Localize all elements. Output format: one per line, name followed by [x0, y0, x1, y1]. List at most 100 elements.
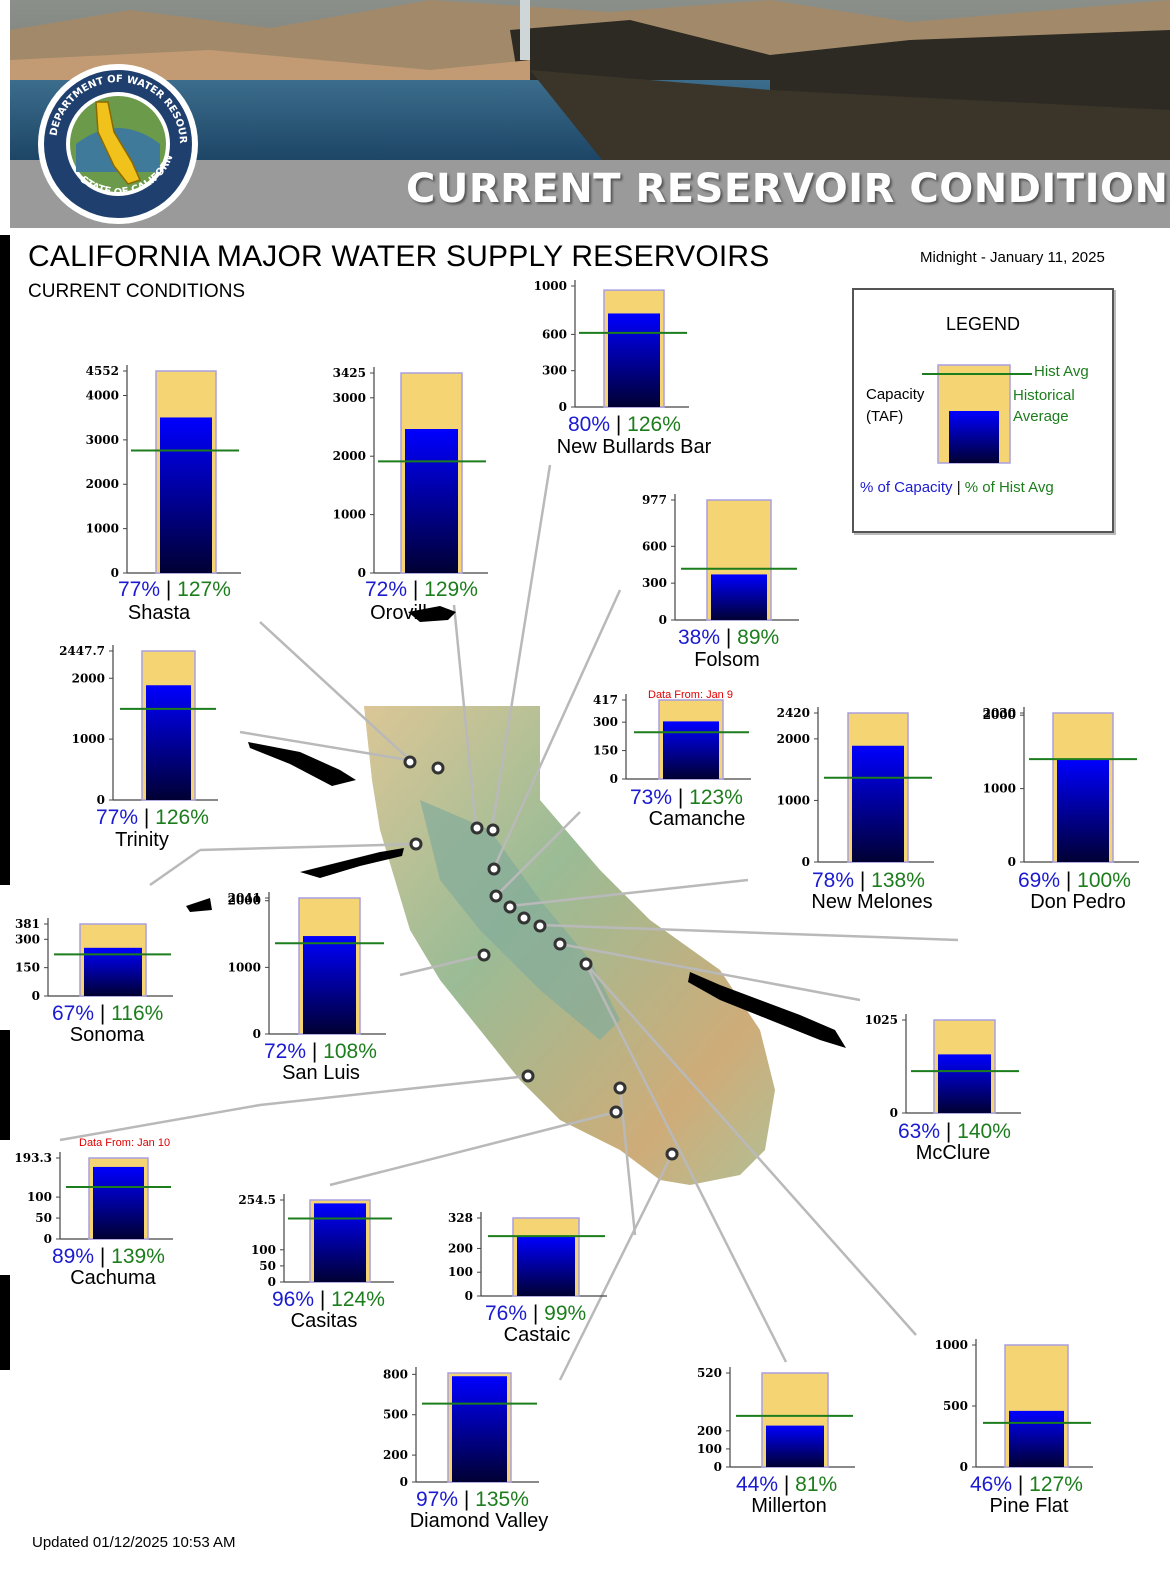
- new-melones-tick-label: 2000: [777, 732, 810, 746]
- new-bullards-bar-tick-label: 300: [542, 364, 567, 378]
- folsom-tick-label: 977: [642, 493, 667, 507]
- legend-hist-avg-short: Hist Avg: [1034, 363, 1089, 380]
- left-edge-bar: [0, 235, 10, 885]
- legend-capacity-unit: (TAF): [866, 408, 904, 425]
- diamond-valley-pct-capacity: 97%: [416, 1488, 459, 1511]
- page-title: CALIFORNIA MAJOR WATER SUPPLY RESERVOIRS: [28, 240, 770, 273]
- diamond-valley-storage-bar: [452, 1376, 507, 1482]
- cachuma-pct-separator: |: [94, 1245, 112, 1268]
- new-melones-tick-label: 1000: [777, 793, 810, 807]
- castaic-tick-label: 200: [448, 1241, 473, 1255]
- report-date: Midnight - January 11, 2025: [920, 249, 1105, 266]
- legend-pct-capacity: % of Capacity: [860, 479, 953, 496]
- shasta-tick-label: 4552: [86, 364, 119, 378]
- shasta-pct-separator: |: [160, 578, 178, 601]
- camanche-tick-label: 0: [610, 772, 618, 786]
- oroville-pct-separator: |: [407, 578, 425, 601]
- new-melones-name: New Melones: [811, 891, 933, 913]
- sonoma-pct-separator: |: [94, 1002, 112, 1025]
- cachuma-tick-label: 50: [35, 1211, 52, 1225]
- millerton-tick-label: 0: [714, 1460, 722, 1474]
- new-bullards-bar-percentages: 80% | 126%: [568, 413, 681, 437]
- shasta-storage-bar: [160, 417, 212, 573]
- pine-flat-tick-label: 0: [960, 1460, 968, 1474]
- mcclure-name: McClure: [915, 1142, 991, 1164]
- folsom-name: Folsom: [694, 649, 760, 671]
- left-edge-bar: [0, 1030, 10, 1140]
- san-luis-pct-capacity: 72%: [264, 1040, 307, 1063]
- trinity-tick-label: 0: [97, 793, 105, 807]
- trinity-percentages: 77% | 126%: [96, 806, 209, 830]
- diamond-valley-tick-label: 0: [400, 1475, 408, 1489]
- casitas-tick-label: 0: [268, 1275, 276, 1289]
- trinity-pct-hist-avg: 126%: [155, 806, 209, 829]
- millerton-pct-hist-avg: 81%: [795, 1473, 838, 1496]
- new-bullards-bar-pct-separator: |: [610, 413, 628, 436]
- mcclure-storage-bar: [938, 1054, 991, 1113]
- new-melones-pct-separator: |: [854, 869, 872, 892]
- casitas-pct-separator: |: [314, 1288, 332, 1311]
- trinity-storage-bar: [146, 685, 191, 800]
- pine-flat-pct-hist-avg: 127%: [1029, 1473, 1083, 1496]
- camanche-data-note: Data From: Jan 9: [648, 689, 733, 701]
- casitas-storage-bar: [314, 1203, 366, 1282]
- castaic-tick-label: 0: [465, 1289, 473, 1303]
- millerton-tick-label: 200: [697, 1424, 722, 1438]
- castaic-name: Castaic: [503, 1324, 571, 1346]
- header-banner: [10, 0, 1170, 228]
- camanche-percentages: 73% | 123%: [630, 786, 743, 810]
- mcclure-pct-separator: |: [940, 1120, 958, 1143]
- don-pedro-pct-hist-avg: 100%: [1077, 869, 1131, 892]
- cachuma-percentages: 89% | 139%: [52, 1245, 165, 1269]
- casitas-tick-label: 254.5: [238, 1193, 276, 1207]
- new-bullards-bar-tick-label: 1000: [534, 279, 567, 293]
- camanche-storage-bar: [663, 721, 719, 779]
- new-melones-tick-label: 2420: [777, 706, 810, 720]
- legend-separator: |: [956, 479, 961, 496]
- legend-title: LEGEND: [945, 314, 1021, 334]
- legend: LEGEND Hist Avg Capacity (TAF) Historica…: [852, 288, 1114, 533]
- don-pedro-pct-capacity: 69%: [1018, 869, 1061, 892]
- new-bullards-bar-pct-hist-avg: 126%: [627, 413, 681, 436]
- sonoma-tick-label: 381: [15, 917, 40, 931]
- don-pedro-tick-label: 2030: [983, 706, 1016, 720]
- trinity-pct-capacity: 77%: [96, 806, 139, 829]
- mcclure-percentages: 63% | 140%: [898, 1120, 1011, 1144]
- diamond-valley-tick-label: 800: [383, 1367, 408, 1381]
- millerton-tick-label: 520: [697, 1366, 722, 1380]
- casitas-name: Casitas: [290, 1310, 358, 1332]
- castaic-pct-capacity: 76%: [485, 1302, 528, 1325]
- diamond-valley-tick-label: 200: [383, 1448, 408, 1462]
- trinity-pct-separator: |: [138, 806, 156, 829]
- mcclure-tick-label: 0: [890, 1106, 898, 1120]
- camanche-tick-label: 150: [593, 744, 618, 758]
- castaic-percentages: 76% | 99%: [485, 1302, 586, 1326]
- shasta-percentages: 77% | 127%: [118, 578, 231, 602]
- san-luis-pct-hist-avg: 108%: [323, 1040, 377, 1063]
- cachuma-name: Cachuma: [70, 1267, 156, 1289]
- oroville-tick-label: 1000: [333, 508, 366, 522]
- pine-flat-name: Pine Flat: [989, 1495, 1069, 1517]
- new-melones-percentages: 78% | 138%: [812, 869, 925, 893]
- pine-flat-percentages: 46% | 127%: [970, 1473, 1083, 1497]
- don-pedro-percentages: 69% | 100%: [1018, 869, 1131, 893]
- cachuma-storage-bar: [93, 1166, 144, 1239]
- casitas-pct-hist-avg: 124%: [331, 1288, 385, 1311]
- cachuma-tick-label: 100: [27, 1190, 52, 1204]
- oroville-pct-capacity: 72%: [365, 578, 408, 601]
- trinity-tick-label: 2000: [72, 671, 105, 685]
- diamond-valley-pct-hist-avg: 135%: [475, 1488, 529, 1511]
- new-bullards-bar-tick-label: 600: [542, 327, 567, 341]
- mcclure-pct-capacity: 63%: [898, 1120, 941, 1143]
- castaic-storage-bar: [517, 1236, 575, 1296]
- new-bullards-bar-name: New Bullards Bar: [556, 436, 712, 458]
- castaic-pct-separator: |: [527, 1302, 545, 1325]
- sonoma-pct-hist-avg: 116%: [111, 1002, 164, 1025]
- millerton-storage-bar: [766, 1425, 824, 1467]
- legend-sample-bar: [922, 364, 1032, 464]
- oroville-tick-label: 3000: [333, 391, 366, 405]
- updated-timestamp: Updated 01/12/2025 10:53 AM: [32, 1534, 236, 1551]
- page-subtitle: CURRENT CONDITIONS: [28, 281, 246, 302]
- don-pedro-pct-separator: |: [1060, 869, 1078, 892]
